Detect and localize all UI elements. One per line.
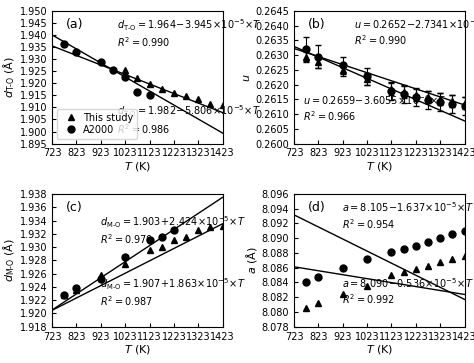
- X-axis label: $T$ (K): $T$ (K): [365, 343, 393, 356]
- X-axis label: $T$ (K): $T$ (K): [365, 160, 393, 173]
- Text: (d): (d): [308, 201, 326, 214]
- Text: $u = 0.2659\!-\!3.6055\!\times\!10^{-6}\!\times\!T$
$R^2 = 0.966$: $u = 0.2659\!-\!3.6055\!\times\!10^{-6}\…: [302, 93, 446, 123]
- Legend: This study, A2000: This study, A2000: [57, 109, 137, 139]
- Y-axis label: $a$ (Å): $a$ (Å): [244, 246, 259, 274]
- Text: $d_{\mathrm{T\text{-}O}} = 1.964\!-\!3.945\!\times\!10^{-5}\!\times\!T$
$R^2 = 0: $d_{\mathrm{T\text{-}O}} = 1.964\!-\!3.9…: [117, 17, 261, 49]
- Text: $d_{\mathrm{M\text{-}O}} = 1.907\!+\!1.863\!\times\!10^{-5}\!\times\!T$
$R^2 = 0: $d_{\mathrm{M\text{-}O}} = 1.907\!+\!1.8…: [100, 276, 246, 308]
- Text: $a = 8.090\!-\!0.536\!\times\!10^{-5}\!\times\!T$
$R^2 = 0.992$: $a = 8.090\!-\!0.536\!\times\!10^{-5}\!\…: [342, 276, 474, 306]
- X-axis label: $T$ (K): $T$ (K): [124, 343, 151, 356]
- Y-axis label: $d_{\mathrm{T\text{-}O}}$ (Å): $d_{\mathrm{T\text{-}O}}$ (Å): [1, 56, 17, 98]
- X-axis label: $T$ (K): $T$ (K): [124, 160, 151, 173]
- Text: $a = 8.105\!-\!1.637\!\times\!10^{-5}\!\times\!T$
$R^2 = 0.954$: $a = 8.105\!-\!1.637\!\times\!10^{-5}\!\…: [342, 201, 474, 231]
- Text: (b): (b): [308, 17, 325, 30]
- Text: (c): (c): [66, 201, 82, 214]
- Text: (a): (a): [66, 17, 83, 30]
- Y-axis label: $u$: $u$: [243, 73, 253, 82]
- Text: $d_{\mathrm{M\text{-}O}} = 1.903\!+\!2.424\!\times\!10^{-5}\!\times\!T$
$R^2 = 0: $d_{\mathrm{M\text{-}O}} = 1.903\!+\!2.4…: [100, 214, 246, 246]
- Text: $u = 0.2652\!-\!2.7341\!\times\!10^{-6}\!\times\!T$
$R^2 = 0.990$: $u = 0.2652\!-\!2.7341\!\times\!10^{-6}\…: [354, 17, 474, 48]
- Text: $d_{\mathrm{T\text{-}O}} = 1.982\!-\!5.806\!\times\!10^{-5}\!\times\!T$
$R^2 = 0: $d_{\mathrm{T\text{-}O}} = 1.982\!-\!5.8…: [117, 104, 261, 135]
- Y-axis label: $d_{\mathrm{M\text{-}O}}$ (Å): $d_{\mathrm{M\text{-}O}}$ (Å): [1, 238, 17, 282]
